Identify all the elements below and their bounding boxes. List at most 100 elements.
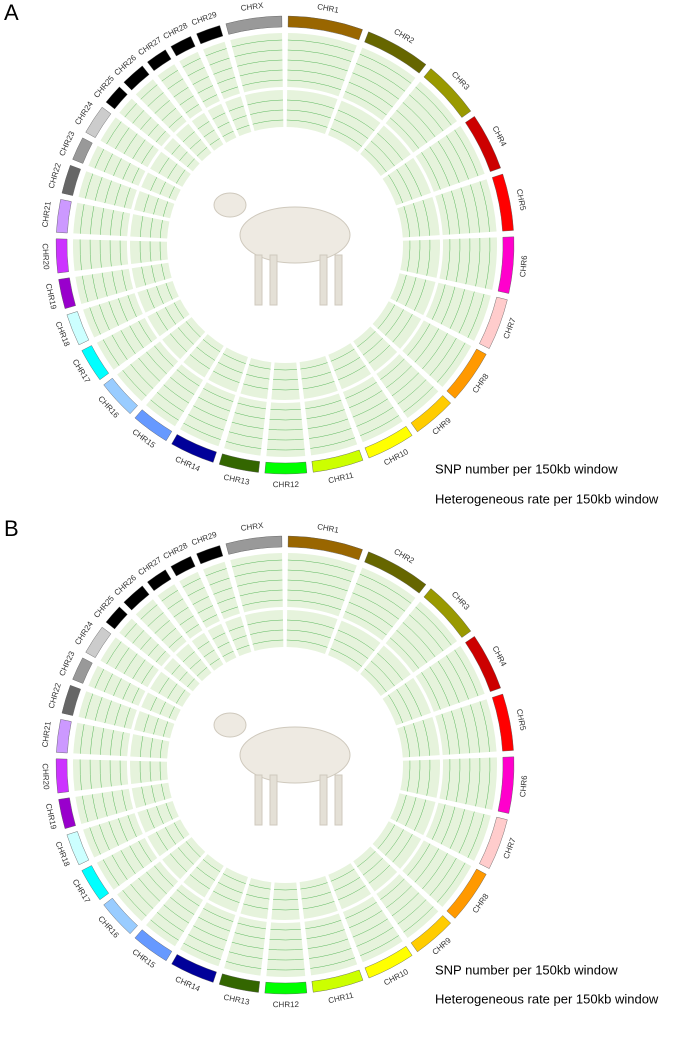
track-grid xyxy=(287,49,352,62)
track-grid xyxy=(165,803,173,820)
track-grid xyxy=(131,167,140,184)
track-grid xyxy=(154,100,170,114)
track-grid xyxy=(89,827,101,855)
chromosome-ideogram xyxy=(225,535,283,555)
track-grid xyxy=(287,69,345,81)
track-grid xyxy=(127,295,137,318)
track-grid xyxy=(139,241,142,263)
het-track xyxy=(183,854,224,898)
track-grid xyxy=(226,961,262,969)
track-grid xyxy=(458,291,475,334)
track-grid xyxy=(437,140,460,183)
track-grid xyxy=(138,357,161,382)
snp-track xyxy=(135,79,187,133)
track-grid xyxy=(115,127,130,150)
track-grid xyxy=(121,789,127,811)
snp-track xyxy=(146,884,203,947)
track-grid xyxy=(270,408,301,411)
track-grid xyxy=(247,99,283,106)
track-grid xyxy=(222,130,234,137)
track-grid xyxy=(465,238,471,285)
chromosome-label: CHR22 xyxy=(47,681,63,709)
track-grid xyxy=(422,853,448,890)
track-grid xyxy=(352,918,388,938)
track-grid xyxy=(203,908,234,922)
track-grid xyxy=(396,169,413,200)
chromosome-label: CHR28 xyxy=(162,541,190,561)
track-grid xyxy=(349,910,383,929)
track-grid xyxy=(163,201,169,217)
track-grid xyxy=(246,894,270,900)
track-grid xyxy=(234,49,283,57)
chromosome-ideogram xyxy=(134,929,173,962)
track-grid xyxy=(441,713,450,755)
track-grid xyxy=(100,208,104,235)
track-grid xyxy=(273,899,298,901)
chromosome-label: CHR19 xyxy=(44,283,59,311)
chromosome-label: CHR14 xyxy=(174,974,202,993)
snp-track xyxy=(119,618,171,667)
track-grid xyxy=(250,109,284,115)
track-grid xyxy=(114,704,122,726)
track-grid xyxy=(305,919,342,929)
het-track xyxy=(360,645,411,697)
track-grid xyxy=(252,639,284,645)
track-grid xyxy=(396,109,428,143)
track-grid xyxy=(429,857,457,896)
track-grid xyxy=(460,187,470,234)
track-grid xyxy=(287,39,355,53)
track-grid xyxy=(99,759,102,788)
track-grid xyxy=(161,263,166,280)
track-grid xyxy=(188,934,224,951)
track-grid xyxy=(82,275,89,303)
track-grid xyxy=(334,877,361,891)
chromosome-ideogram xyxy=(364,551,427,594)
chromosome-label: CHRX xyxy=(240,1,264,13)
chromosome-ideogram xyxy=(66,831,90,866)
track-grid xyxy=(118,298,128,322)
track-grid xyxy=(101,792,108,817)
track-grid xyxy=(218,882,243,894)
track-grid xyxy=(380,358,405,380)
het-track xyxy=(183,334,224,378)
chromosome-label: CHR18 xyxy=(53,320,71,348)
chromosome-ideogram xyxy=(196,25,224,45)
chromosome-label: CHR18 xyxy=(53,840,71,868)
snp-track xyxy=(402,840,472,908)
track-grid xyxy=(115,647,130,670)
het-track xyxy=(286,610,338,654)
track-grid xyxy=(405,797,417,827)
track-grid xyxy=(124,103,137,118)
track-grid xyxy=(94,697,103,721)
track-grid xyxy=(173,302,185,319)
track-grid xyxy=(111,334,128,360)
track-grid xyxy=(109,760,112,787)
track-grid xyxy=(415,86,452,126)
track-grid xyxy=(286,629,331,639)
track-grid xyxy=(176,889,200,907)
track-grid xyxy=(196,346,216,361)
chromosome-label: CHR4 xyxy=(490,124,508,148)
het-track xyxy=(271,362,300,400)
chromosome-label: CHR7 xyxy=(502,316,518,340)
track-grid xyxy=(228,431,263,439)
snp-track xyxy=(203,41,240,100)
chromosome-ideogram xyxy=(81,345,110,381)
snp-track xyxy=(135,599,187,653)
track-grid xyxy=(231,421,264,430)
snp-track xyxy=(287,553,357,617)
track-grid xyxy=(148,123,159,136)
track-grid xyxy=(415,606,452,646)
track-grid xyxy=(352,398,388,418)
track-grid xyxy=(189,659,202,670)
track-grid xyxy=(334,639,369,659)
track-grid xyxy=(173,87,189,98)
track-grid xyxy=(272,389,299,391)
track-grid xyxy=(202,859,221,873)
goat-photo xyxy=(213,712,351,826)
track-grid xyxy=(164,827,177,845)
track-grid xyxy=(169,333,188,352)
het-track xyxy=(244,610,284,651)
track-grid xyxy=(141,786,146,806)
track-grid xyxy=(80,204,85,234)
